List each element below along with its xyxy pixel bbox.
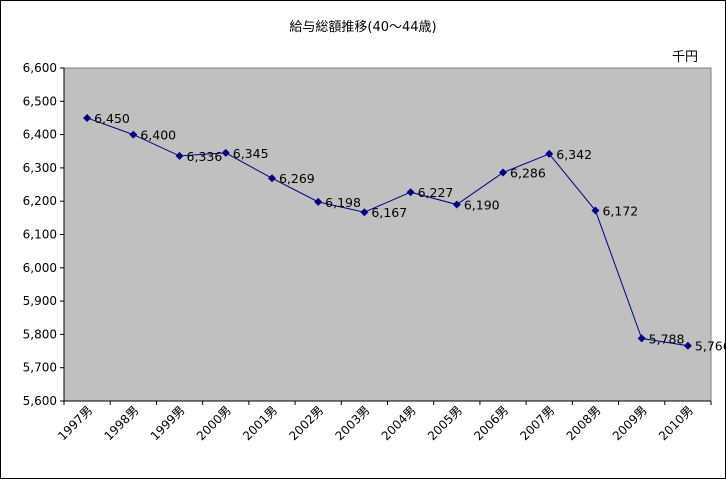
x-tick-label: 1998男 [101, 403, 141, 443]
data-label: 6,172 [602, 204, 638, 219]
y-tick-label: 6,400 [23, 128, 57, 142]
data-point-marker [683, 341, 692, 350]
marker-group [83, 113, 692, 350]
data-label: 5,766 [695, 339, 726, 354]
unit-label: 千円 [672, 50, 699, 65]
data-label: 6,190 [464, 198, 500, 213]
data-point-marker [221, 148, 230, 157]
y-tick-label: 5,600 [23, 394, 57, 408]
x-tick-label: 2004男 [379, 403, 419, 443]
data-label: 6,345 [233, 146, 269, 161]
data-label: 6,450 [94, 111, 130, 126]
data-label: 6,269 [279, 171, 315, 186]
y-tick-label: 6,600 [23, 61, 57, 75]
x-tick-label: 1999男 [148, 403, 188, 443]
x-tick-label: 2009男 [610, 403, 650, 443]
data-point-marker [175, 151, 184, 160]
x-tick-label: 2006男 [471, 403, 511, 443]
data-label: 6,286 [510, 166, 546, 181]
data-point-marker [545, 149, 554, 158]
data-label: 6,227 [418, 185, 454, 200]
y-tick-label: 5,800 [23, 327, 57, 341]
data-point-marker [83, 113, 92, 122]
x-tick-label: 2003男 [333, 403, 373, 443]
y-tick-label: 5,700 [23, 361, 57, 375]
x-tick-label: 2000男 [194, 403, 234, 443]
y-tick-label: 5,900 [23, 294, 57, 308]
x-tick-label: 2007男 [517, 403, 557, 443]
x-tick-label: 1997男 [55, 403, 95, 443]
data-point-marker [452, 200, 461, 209]
data-point-marker [360, 208, 369, 217]
data-point-marker [499, 168, 508, 177]
data-point-marker [129, 130, 138, 139]
data-point-marker [637, 334, 646, 343]
x-tick-label: 2001男 [240, 403, 280, 443]
x-tick-label: 2005男 [425, 403, 465, 443]
y-tick-label: 6,000 [23, 261, 57, 275]
data-point-marker [591, 206, 600, 215]
data-label: 6,342 [556, 147, 592, 162]
plot-area [63, 67, 712, 402]
x-tick-label: 2002男 [286, 403, 326, 443]
data-label: 6,400 [140, 128, 176, 143]
x-tick-label: 2008男 [564, 403, 604, 443]
y-tick-label: 6,100 [23, 228, 57, 242]
chart-title: 給与総額推移(40～44歳) [289, 20, 437, 35]
data-point-marker [267, 174, 276, 183]
series-line [86, 117, 688, 347]
data-label: 5,788 [649, 331, 685, 346]
data-point-marker [406, 188, 415, 197]
data-label: 6,198 [325, 195, 361, 210]
data-label: 6,167 [371, 205, 407, 220]
x-tick-label: 2010男 [656, 403, 696, 443]
data-label: 6,336 [187, 149, 223, 164]
y-tick-label: 6,500 [23, 94, 57, 108]
y-tick-label: 6,200 [23, 194, 57, 208]
data-point-marker [314, 197, 323, 206]
y-tick-label: 6,300 [23, 161, 57, 175]
x-tick-group: 1997男 1998男 1999男 2000男 2001男 2002男 2003男 2004男… [55, 401, 712, 443]
data-label-group: 6,450 6,400 6,336 6,345 6,269 6,198 6,167 6,227… [94, 111, 726, 354]
y-tick-group: 5,600 5,700 5,800 5,900 6,000 6,100 6,200 6,300… [23, 61, 64, 408]
